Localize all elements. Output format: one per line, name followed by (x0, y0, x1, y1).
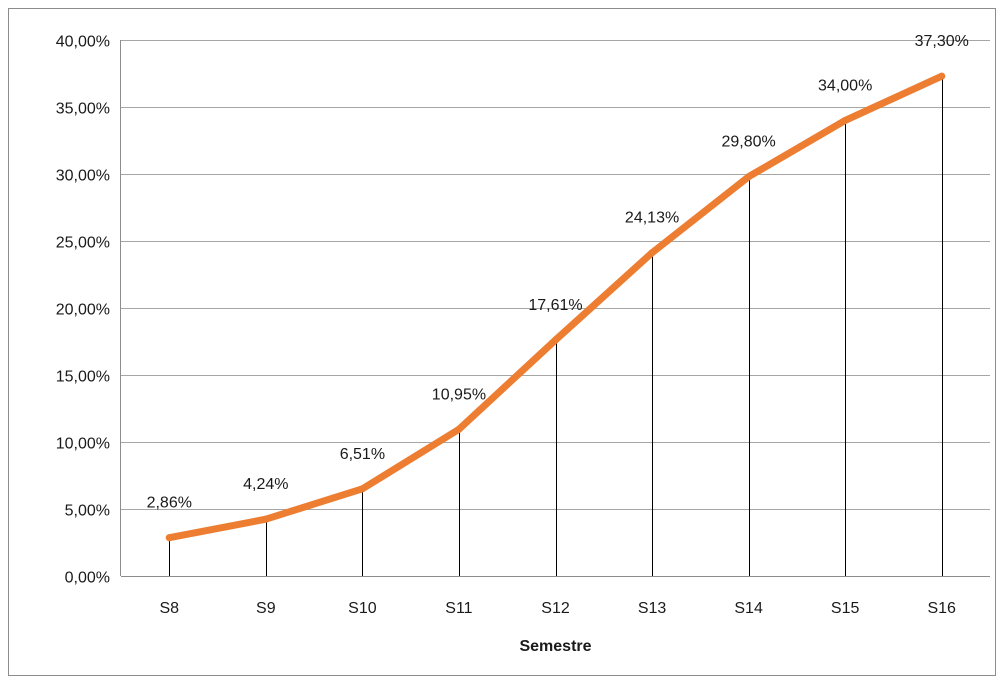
data-labels: 2,86% 4,24% 6,51% 10,95% 17,61% 24,13% 29,80% 3… (147, 33, 969, 511)
y-tick-label: 10,00% (56, 436, 110, 453)
data-label: 37,30% (915, 33, 969, 50)
data-label: 24,13% (625, 210, 679, 227)
data-label: 10,95% (432, 386, 486, 403)
data-point (648, 249, 656, 257)
y-tick-label: 35,00% (56, 101, 110, 118)
y-tick-label: 25,00% (56, 235, 110, 252)
series-line-group (165, 72, 946, 542)
x-tick-label: S16 (927, 600, 956, 617)
x-tick-labels: S8 S9 S10 S11 S12 S13 S14 S15 S16 (159, 600, 956, 617)
x-tick-label: S9 (256, 600, 276, 617)
x-tick-label: S15 (831, 600, 860, 617)
data-point (455, 425, 463, 433)
x-tick-label: S12 (541, 600, 570, 617)
y-tick-label: 20,00% (56, 302, 110, 319)
data-label: 17,61% (528, 297, 582, 314)
data-label: 34,00% (818, 77, 872, 94)
x-tick-label: S10 (348, 600, 377, 617)
data-label: 29,80% (721, 134, 775, 151)
x-tick-label: S14 (734, 600, 763, 617)
x-tick-label: S13 (638, 600, 667, 617)
data-point (841, 116, 849, 124)
y-tick-label: 5,00% (65, 503, 110, 520)
data-label: 6,51% (340, 446, 385, 463)
data-point (745, 173, 753, 181)
data-point (262, 515, 270, 523)
y-tick-label: 0,00% (65, 570, 110, 587)
y-tick-label: 40,00% (56, 34, 110, 51)
data-label: 2,86% (147, 495, 192, 512)
y-tick-label: 30,00% (56, 168, 110, 185)
x-tick-label: S11 (445, 600, 472, 617)
axes (120, 40, 990, 577)
data-point (358, 485, 366, 493)
data-point (165, 534, 173, 542)
data-point (938, 72, 946, 80)
y-tick-labels: 0,00% 5,00% 10,00% 15,00% 20,00% 25,00% 30,00%… (56, 34, 110, 587)
data-label: 4,24% (243, 476, 288, 493)
y-tick-label: 15,00% (56, 369, 110, 386)
x-tick-label: S8 (159, 600, 179, 617)
drop-lines (169, 76, 943, 576)
chart-area (8, 8, 996, 676)
x-axis-title: Semestre (519, 638, 591, 655)
data-point (552, 336, 559, 344)
